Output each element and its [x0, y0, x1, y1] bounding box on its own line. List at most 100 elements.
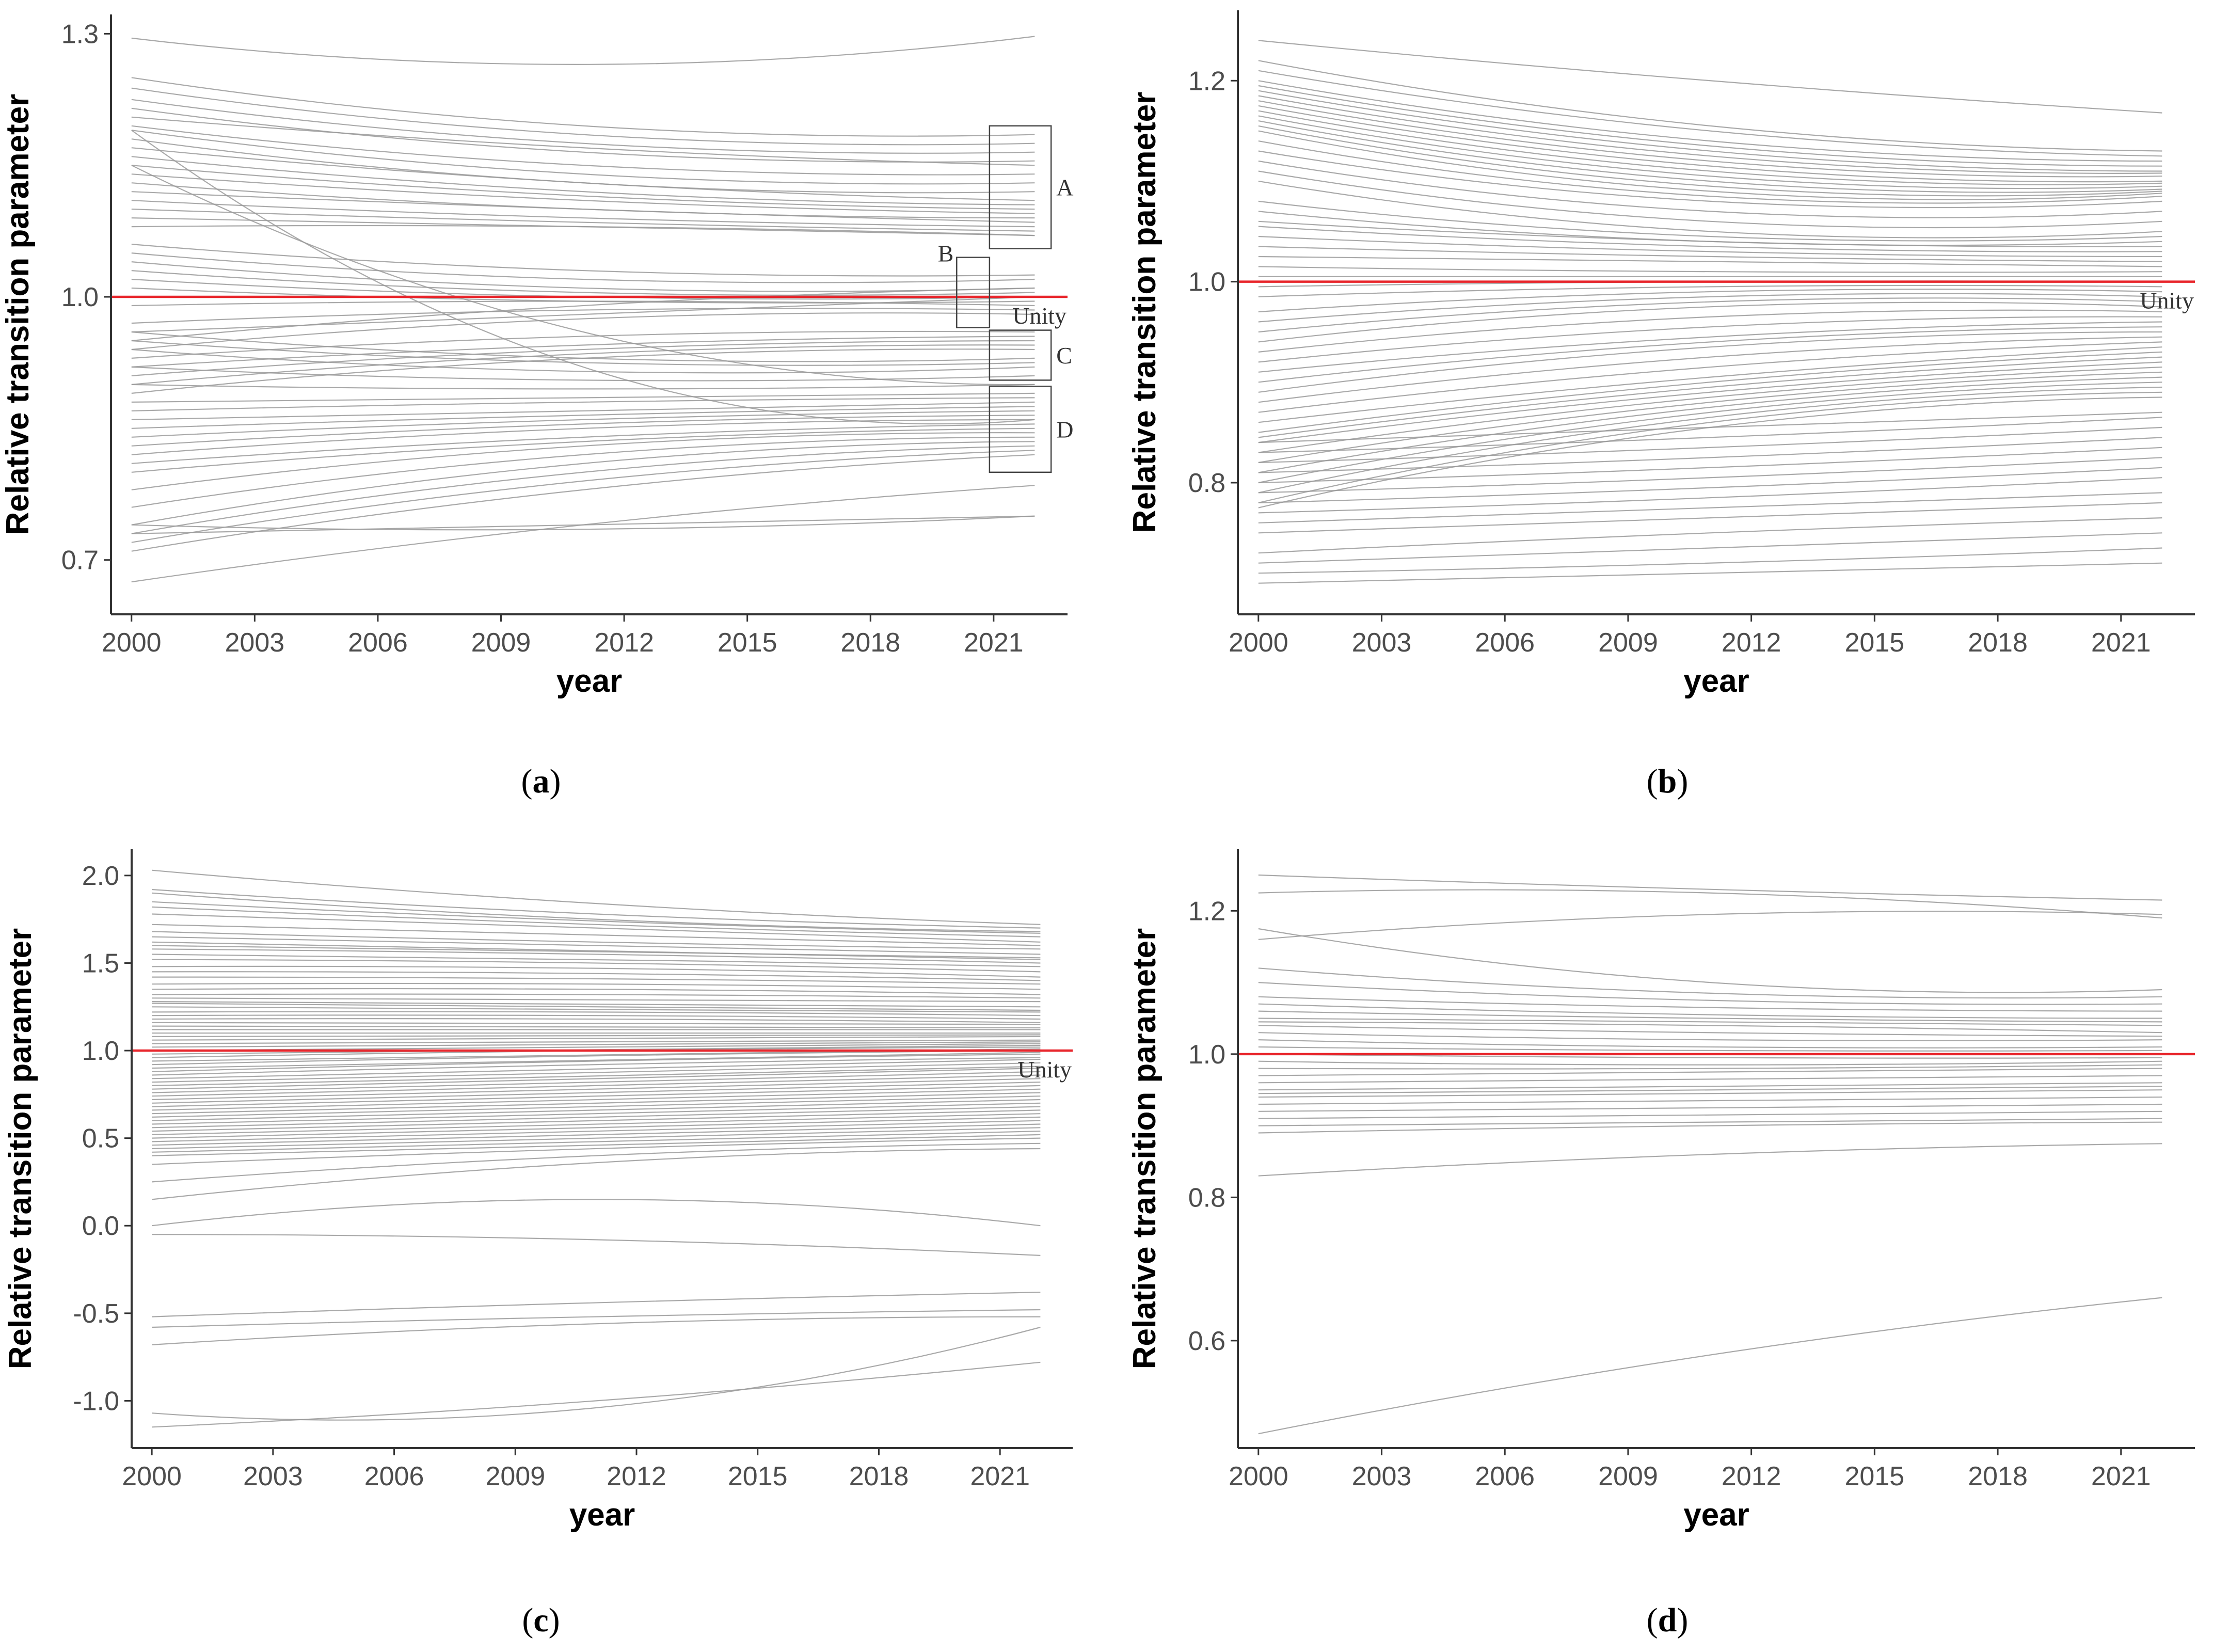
series-line: [1258, 293, 2162, 323]
y-tick-label: 1.0: [1188, 1040, 1225, 1070]
series-line: [1258, 125, 2162, 197]
series-line: [152, 1071, 1041, 1093]
annotation-label-a: A: [1056, 174, 1073, 201]
series-line: [152, 1102, 1041, 1125]
x-tick-label: 2015: [1845, 1462, 1905, 1491]
series-line: [131, 419, 1035, 455]
series-line: [1258, 1075, 2162, 1084]
series-line: [131, 423, 1035, 464]
series-line: [152, 1082, 1041, 1104]
series-line: [1258, 246, 2162, 262]
series-line: [1258, 1039, 2162, 1049]
y-tick-label: -1.0: [73, 1386, 119, 1416]
series-line: [1258, 386, 2162, 494]
series-line: [152, 954, 1041, 967]
x-axis-title: year: [556, 663, 623, 699]
series-line: [1258, 1121, 2162, 1134]
series-line: [152, 1109, 1041, 1132]
series-line: [131, 191, 1035, 223]
series-lines: [151, 869, 1041, 1428]
series-line: [152, 1099, 1041, 1121]
series-line: [131, 415, 1035, 447]
series-line: [1258, 396, 2162, 509]
x-tick-label: 2021: [2091, 628, 2151, 658]
series-line: [1258, 180, 2162, 239]
series-line: [1258, 1032, 2162, 1041]
y-axis-title: Relative transition parameter: [3, 928, 38, 1370]
series-line: [1258, 562, 2162, 584]
series-line: [131, 252, 1035, 283]
series-line: [152, 971, 1041, 981]
series-line: [152, 1361, 1041, 1428]
series-line: [1258, 1025, 2162, 1037]
series-line: [1258, 1010, 2162, 1023]
x-tick-label: 2006: [348, 628, 408, 658]
series-line: [152, 1292, 1041, 1317]
series-line: [131, 515, 1035, 531]
y-tick-label: 0.6: [1188, 1326, 1225, 1356]
series-line: [131, 436, 1035, 508]
series-line: [152, 931, 1041, 950]
series-line: [131, 87, 1035, 146]
panel-b: Unity 0.8 1.0 1.2 2000 2003 2006 2009 2012 2015 20…: [1127, 10, 2195, 800]
series-line: [152, 913, 1041, 943]
x-tick-label: 2009: [485, 1462, 545, 1491]
series-line: [152, 869, 1041, 925]
annotation-box-a: [989, 125, 1052, 249]
series-line: [152, 1025, 1041, 1029]
series-line: [131, 156, 1035, 205]
series-line: [1258, 477, 2162, 514]
series-line: [152, 1131, 1041, 1153]
series-line: [1258, 316, 2162, 363]
x-tick-label: 2000: [1229, 628, 1288, 658]
series-line: [1258, 95, 2162, 174]
series-line: [152, 1123, 1041, 1146]
series-line: [152, 1036, 1041, 1041]
series-line: [152, 1039, 1041, 1044]
series-line: [1258, 90, 2162, 172]
series-line: [152, 1053, 1041, 1072]
series-line: [1258, 1053, 2162, 1059]
series-line: [1258, 1021, 2162, 1034]
y-tick-label: 2.0: [82, 861, 119, 891]
x-tick-label: 2012: [1722, 1462, 1781, 1491]
x-tick-label: 2003: [1352, 628, 1412, 658]
series-line: [131, 300, 1035, 307]
series-line: [131, 165, 1035, 386]
series-line: [152, 959, 1041, 973]
series-line: [152, 982, 1041, 990]
series-line: [152, 941, 1041, 960]
series-line: [131, 77, 1035, 137]
series-line: [1258, 437, 2162, 473]
series-line: [152, 1018, 1041, 1023]
series-line: [1258, 130, 2162, 200]
series-line: [131, 200, 1035, 228]
series-line: [152, 1050, 1041, 1066]
series-line: [131, 384, 1035, 390]
series-line: [152, 901, 1041, 934]
series-line: [1258, 426, 2162, 464]
panel-d: 0.6 0.8 1.0 1.2 2000 2003 2006 2009 2012 2015 2018…: [1127, 849, 2195, 1639]
series-line: [152, 936, 1041, 955]
series-line: [1258, 1060, 2162, 1066]
series-line: [1258, 1086, 2162, 1094]
series-line: [152, 1022, 1041, 1025]
series-line: [131, 116, 1035, 166]
series-line: [1258, 447, 2162, 484]
series-line: [1258, 220, 2162, 248]
series-line: [1258, 874, 2162, 901]
series-line: [152, 1074, 1041, 1097]
series-line: [152, 1085, 1041, 1107]
series-line: [1258, 336, 2162, 403]
series-line: [152, 1067, 1041, 1090]
series-line: [152, 965, 1041, 978]
x-tick-label: 2021: [964, 628, 1024, 658]
series-line: [152, 976, 1041, 985]
series-line: [1258, 140, 2162, 204]
series-line: [152, 1116, 1041, 1139]
y-tick-label: 1.0: [61, 282, 99, 312]
series-line: [1258, 341, 2162, 413]
series-line: [1258, 1089, 2162, 1098]
annotation-box-c: [989, 329, 1052, 381]
series-line: [131, 173, 1035, 214]
